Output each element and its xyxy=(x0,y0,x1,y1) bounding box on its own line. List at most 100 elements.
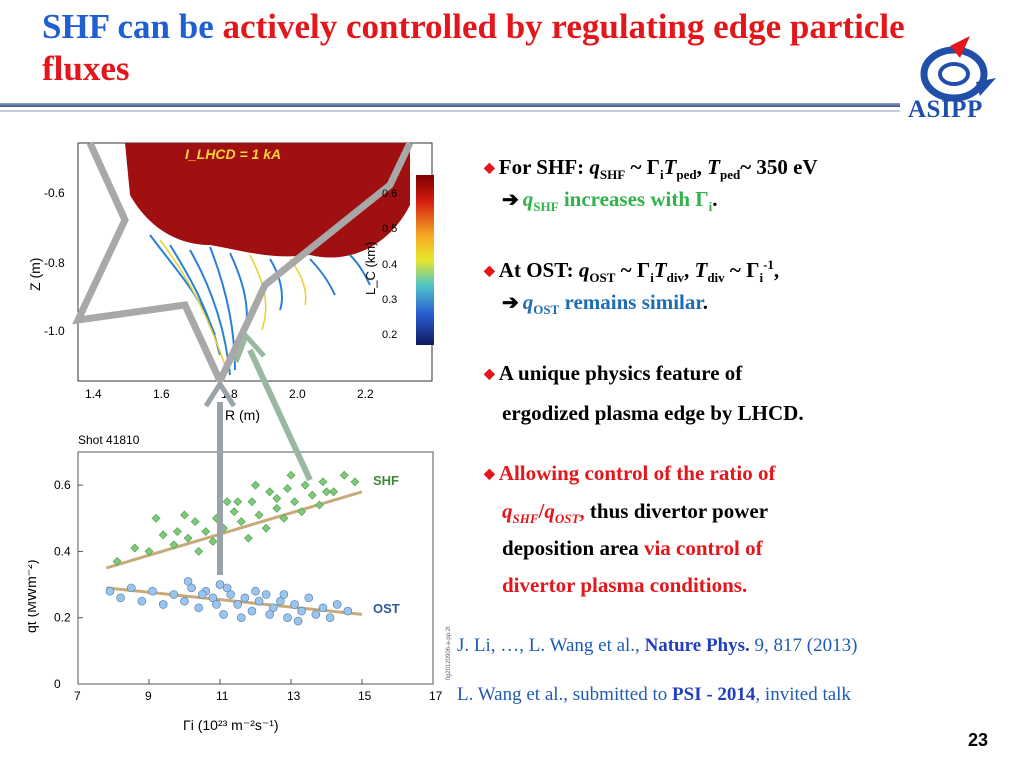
ost-point xyxy=(222,583,232,593)
ost-point xyxy=(283,613,292,623)
slide-title: SHF can be actively controlled by regula… xyxy=(42,6,922,90)
divertor-wall xyxy=(72,141,414,383)
ost-point xyxy=(169,590,179,599)
ost-point xyxy=(183,576,193,586)
title-part-red: actively controlled by regulating edge p… xyxy=(42,7,905,88)
ost-point xyxy=(226,590,235,599)
reference-2: L. Wang et al., submitted to PSI - 2014,… xyxy=(457,684,851,705)
colorbar-tick: 0.2 xyxy=(382,329,397,341)
colorbar-tick: 0.3 xyxy=(382,294,397,306)
shf-point xyxy=(318,477,328,487)
y-tick-label: 0 xyxy=(54,677,61,691)
ost-point xyxy=(126,583,136,593)
ost-point xyxy=(297,606,306,616)
title-underline xyxy=(0,103,900,107)
shf-point xyxy=(254,510,264,520)
shf-point xyxy=(297,507,307,517)
ost-point xyxy=(318,603,328,613)
xtick: 1.6 xyxy=(153,387,170,401)
shf-point xyxy=(272,503,282,513)
y-tick-label: 0.6 xyxy=(54,478,71,492)
bullet-unique: ◆ A unique physics feature of ergodized p… xyxy=(484,361,804,425)
ost-point xyxy=(261,590,271,599)
arrow-ost-head xyxy=(203,379,237,408)
ost-point xyxy=(233,600,243,609)
x-tick-label: 11 xyxy=(216,689,229,703)
qt-vs-flux-chart: Shot 41810 7 9 11 13 15 17 0 0.2 0.4 0.6 SHF OST… xyxy=(28,433,452,733)
ost-point xyxy=(215,580,225,589)
ost-point xyxy=(148,586,157,596)
shf-point xyxy=(307,490,317,500)
shf-point xyxy=(339,470,349,480)
x-axis-label: R (m) xyxy=(225,407,260,423)
link-arrows xyxy=(203,331,313,575)
ost-point xyxy=(276,596,285,606)
shf-point xyxy=(151,513,161,523)
y-ticks: 0 0.2 0.4 0.6 xyxy=(54,478,83,691)
colorbar-tick: 0.4 xyxy=(382,259,397,271)
bullet-ost: ◆ At OST: qOST ~ ΓiTdiv, Tdiv ~ Γi-1, ➔ qO… xyxy=(484,257,780,318)
ost-point xyxy=(290,600,299,609)
shf-point xyxy=(201,527,211,536)
shf-point xyxy=(251,480,260,490)
title-underline-shadow xyxy=(0,110,900,112)
diamond-bullet-icon: ◆ xyxy=(484,367,495,382)
shf-point xyxy=(350,477,360,487)
lhcd-label: I_LHCD = 1 kA xyxy=(185,146,281,162)
ost-point xyxy=(212,600,221,609)
y-tick-label: 0.4 xyxy=(54,544,71,558)
logo-text: ASIPP xyxy=(908,96,983,123)
arrow-shf-shaft xyxy=(247,348,313,482)
right-arrow-icon: ➔ xyxy=(502,292,519,314)
ost-point xyxy=(254,596,264,606)
shf-point xyxy=(158,530,168,540)
shf-point xyxy=(208,537,218,546)
diamond-bullet-icon: ◆ xyxy=(484,467,495,482)
ost-point xyxy=(137,596,147,606)
ost-point xyxy=(247,606,257,616)
ost-point xyxy=(293,616,303,626)
shf-point xyxy=(272,493,282,503)
legend-ost: OST xyxy=(373,601,400,616)
shf-point xyxy=(144,547,154,556)
ost-point xyxy=(116,593,125,603)
shf-point xyxy=(194,547,204,556)
x-tick-label: 13 xyxy=(287,689,301,703)
shf-point xyxy=(229,507,239,517)
shf-point xyxy=(314,500,324,510)
colorbar-tick: 0.5 xyxy=(382,223,397,235)
title-part-blue: SHF can be xyxy=(42,7,214,46)
shf-point xyxy=(290,497,299,507)
shf-point xyxy=(233,497,243,507)
shf-point xyxy=(180,510,189,520)
colorbar-tick: 0.6 xyxy=(382,188,397,200)
xtick: 2.2 xyxy=(357,387,374,401)
ost-point xyxy=(219,610,228,619)
x-tick-label: 15 xyxy=(358,689,372,703)
ost-point xyxy=(325,613,335,623)
ost-point xyxy=(194,603,203,613)
shf-point xyxy=(300,480,310,490)
xtick: 2.0 xyxy=(289,387,306,401)
shf-point xyxy=(286,470,296,480)
x-ticks: 7 9 11 13 15 17 xyxy=(74,679,443,703)
ost-point xyxy=(268,603,278,613)
ost-point xyxy=(251,586,260,596)
ost-point xyxy=(158,600,168,609)
diamond-bullet-icon: ◆ xyxy=(484,161,495,176)
page-number: 23 xyxy=(967,730,988,750)
shf-point xyxy=(329,487,339,497)
ost-point xyxy=(311,610,321,619)
ost-point xyxy=(197,590,207,599)
shf-point xyxy=(130,543,140,553)
connection-length-figure: I_LHCD = 1 kA -0.6 -0.8 -1.0 Z (m) 1.4 1… xyxy=(30,141,434,423)
shf-point xyxy=(279,513,289,523)
ost-point xyxy=(343,606,353,616)
edge-field-lines xyxy=(149,234,371,376)
ost-point xyxy=(332,600,342,609)
bullet-shf: ◆ For SHF: qSHF ~ ΓiTped, Tped~ 350 eV ➔ q… xyxy=(484,155,818,215)
ost-point xyxy=(237,613,246,623)
y-axis-label: qt (MWm⁻²) xyxy=(28,560,39,633)
ost-point xyxy=(240,593,250,603)
shf-point xyxy=(243,533,253,543)
